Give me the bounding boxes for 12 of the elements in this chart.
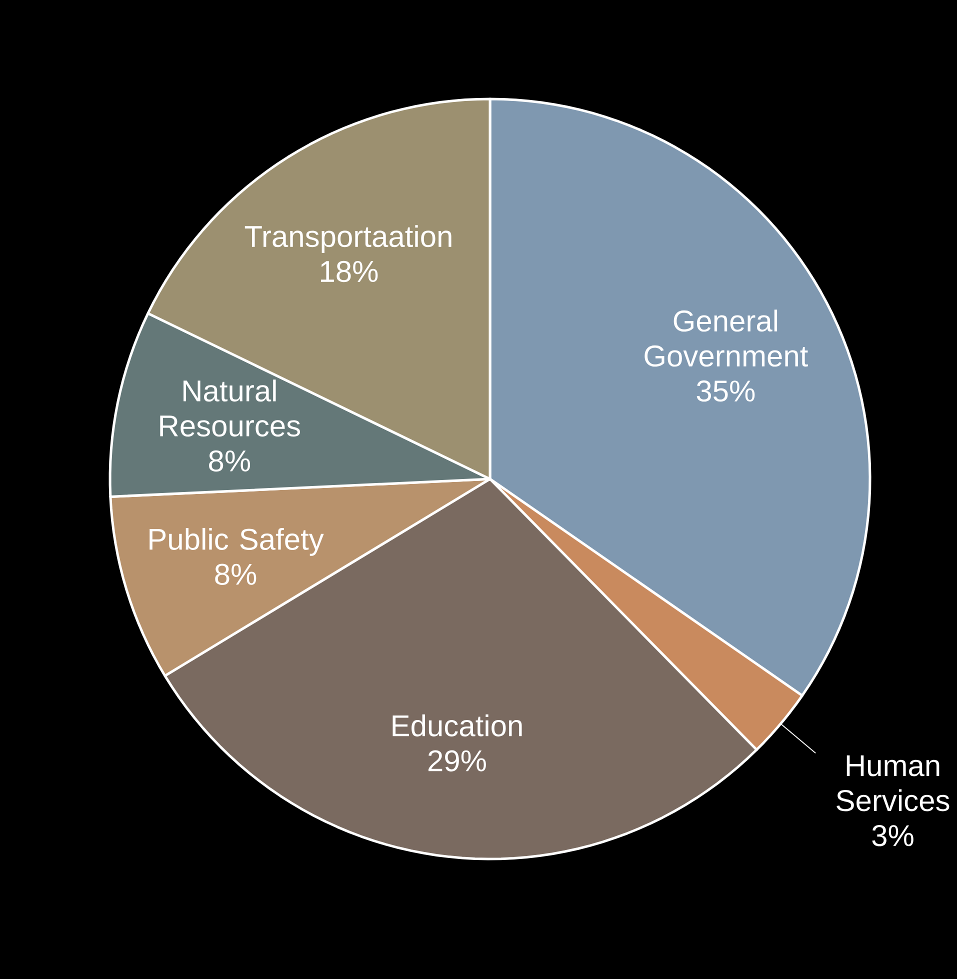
slice-label: Human Services — [836, 755, 950, 812]
data-label: 29% — [428, 750, 486, 772]
slice-label: Natural Resources — [160, 380, 300, 437]
data-label: 3% — [872, 825, 914, 846]
slice-label: Education — [392, 714, 522, 736]
slice-label: Public Safety — [150, 528, 324, 556]
data-label: 35% — [696, 380, 755, 402]
data-label: 8% — [209, 450, 250, 472]
slice-label: General Government — [644, 310, 808, 367]
data-label: 8% — [215, 564, 256, 585]
data-label: 18% — [320, 260, 378, 282]
slice-label: Transportaation — [244, 225, 452, 254]
